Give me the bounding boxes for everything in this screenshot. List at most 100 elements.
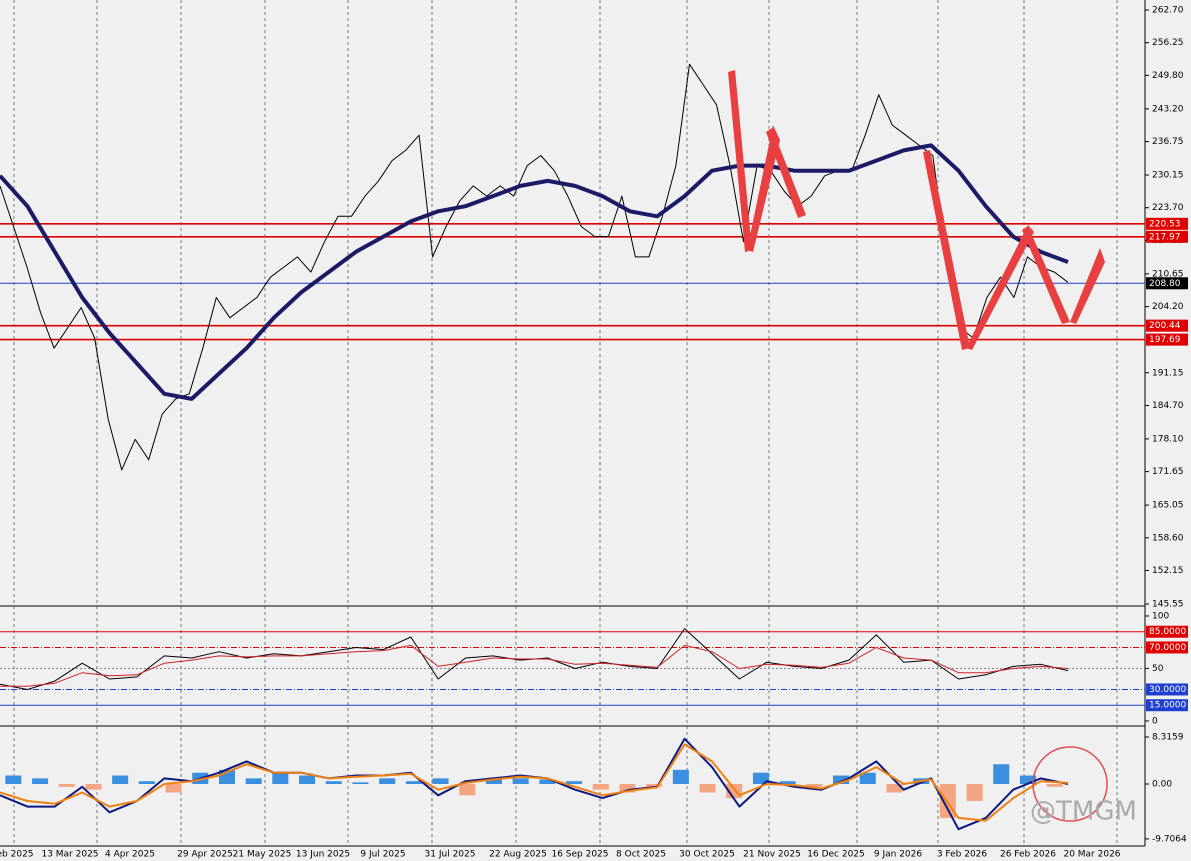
histogram-bar (886, 784, 903, 793)
level-label-box (1146, 230, 1188, 243)
x-tick-label: 31 Jul 2025 (425, 850, 476, 860)
y-tick-label: 249.80 (1152, 71, 1184, 81)
level-label: 217.97 (1149, 232, 1181, 242)
y-tick-label: 223.70 (1152, 203, 1184, 213)
histogram-bar (379, 778, 396, 785)
highlight-circle (1032, 746, 1108, 822)
histogram-bar (405, 781, 422, 785)
y-tick-label: 256.25 (1152, 38, 1184, 48)
histogram-bar (299, 775, 316, 785)
x-tick-label: 29 Apr 2025 (177, 850, 233, 860)
series-line (0, 644, 1069, 687)
x-tick-label: 22 Aug 2025 (489, 850, 547, 860)
histogram-bar (539, 779, 556, 785)
level-label-box (1146, 277, 1188, 290)
y-tick-label: 100 (1152, 611, 1169, 621)
trend-arrow (728, 70, 752, 252)
histogram-bar (779, 781, 796, 785)
histogram-bar (1046, 784, 1063, 787)
histogram-bar (5, 775, 22, 785)
trend-arrow (766, 128, 806, 218)
histogram-bar (459, 784, 476, 796)
histogram-bar (432, 778, 449, 785)
histogram-bar (272, 772, 289, 785)
histogram-bar (833, 775, 850, 785)
histogram-bar (752, 772, 769, 785)
histogram-bar (592, 784, 609, 790)
x-tick-label: 13 Mar 2025 (41, 850, 98, 860)
level-label-box (1146, 217, 1188, 230)
y-tick-label: 236.75 (1152, 137, 1184, 147)
level-label-box (1146, 319, 1188, 332)
histogram-bar (1019, 775, 1036, 785)
histogram-bar (352, 782, 369, 785)
level-label: 197.69 (1149, 335, 1181, 345)
trend-arrow (1022, 226, 1070, 324)
x-tick-label: 21 May 2025 (233, 850, 292, 860)
level-label: 208.80 (1149, 279, 1181, 289)
histogram-bar (966, 784, 983, 801)
x-tick-label: 21 Nov 2025 (743, 850, 801, 860)
y-tick-label: 0.00 (1152, 780, 1172, 790)
y-tick-label: 184.70 (1152, 401, 1184, 411)
y-tick-label: 165.05 (1152, 501, 1184, 511)
trend-arrow (747, 125, 780, 252)
histogram-bar (806, 784, 823, 787)
histogram-bar (859, 772, 876, 785)
y-tick-label: 145.55 (1152, 599, 1184, 609)
y-tick-label: 0 (1152, 716, 1158, 726)
x-tick-label: 13 Jun 2025 (296, 850, 350, 860)
series-line (0, 143, 1069, 401)
y-tick-label: 50 (1152, 664, 1164, 674)
level-label: 85.0000 (1149, 627, 1186, 637)
histogram-bar (32, 778, 49, 785)
y-tick-label: 262.70 (1152, 5, 1184, 15)
watermark: @TMGM (1030, 797, 1137, 827)
histogram-bar (85, 784, 102, 790)
level-label: 30.0000 (1149, 685, 1186, 695)
y-tick-label: 204.20 (1152, 302, 1184, 312)
histogram-bar (566, 781, 583, 785)
level-label-box (1146, 641, 1188, 654)
x-tick-label: 3 Feb 2026 (937, 850, 988, 860)
y-tick-label: 152.15 (1152, 566, 1184, 576)
histogram-bar (485, 778, 502, 785)
x-tick-label: 4 Apr 2025 (105, 850, 155, 860)
plot-background (0, 0, 1145, 846)
x-tick-label: 8 Oct 2025 (616, 850, 666, 860)
y-tick-label: 243.20 (1152, 104, 1184, 114)
histogram-bar (58, 784, 75, 787)
level-label: 15.0000 (1149, 701, 1186, 711)
level-label-box (1146, 333, 1188, 346)
x-tick-label: 26 Feb 2026 (1000, 850, 1056, 860)
trend-arrow (1070, 248, 1105, 324)
histogram-bar (512, 778, 529, 785)
histogram-bar (165, 784, 182, 793)
level-label: 220.53 (1149, 219, 1181, 229)
x-tick-label: eb 2025 (0, 850, 34, 860)
y-tick-label: 178.10 (1152, 434, 1184, 444)
x-tick-label: 30 Oct 2025 (679, 850, 735, 860)
y-tick-label: 210.65 (1152, 269, 1184, 279)
y-tick-label: 191.15 (1152, 368, 1184, 378)
trend-arrow (966, 225, 1034, 350)
x-tick-label: 16 Sep 2025 (551, 850, 608, 860)
series-line (0, 743, 1069, 822)
histogram-bar (619, 784, 636, 793)
histogram-bar (699, 784, 716, 793)
y-tick-label: 8.3159 (1152, 733, 1184, 743)
x-tick-label: 20 Mar 2026 (1063, 850, 1120, 860)
histogram-bar (245, 778, 262, 785)
level-label-box (1146, 625, 1188, 638)
x-tick-label: 9 Jul 2025 (360, 850, 405, 860)
y-tick-label: 171.65 (1152, 467, 1184, 477)
level-label: 70.0000 (1149, 643, 1186, 653)
histogram-bar (138, 781, 155, 785)
level-label: 200.44 (1149, 321, 1181, 331)
level-label-box (1146, 683, 1188, 696)
y-tick-label: -9.7064 (1152, 834, 1187, 844)
histogram-bar (325, 781, 342, 785)
histogram-bar (646, 784, 663, 787)
y-tick-label: 230.15 (1152, 171, 1184, 181)
